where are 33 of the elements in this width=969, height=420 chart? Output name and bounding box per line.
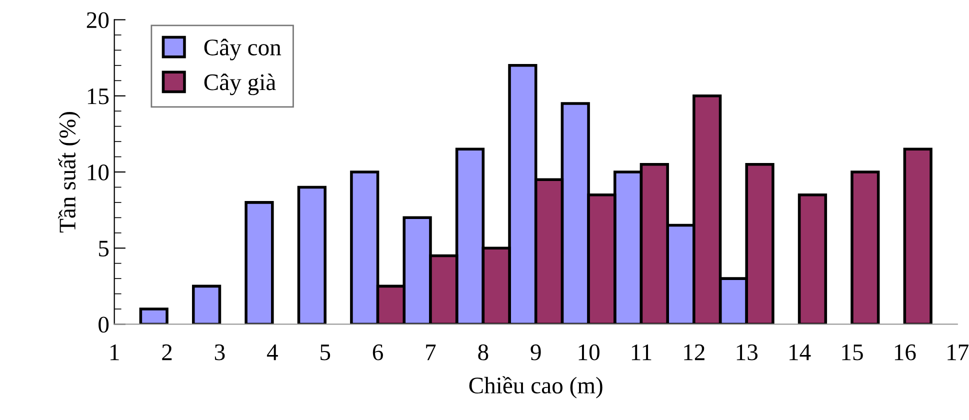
x-tick-label: 3: [214, 344, 225, 360]
bar: [139, 308, 168, 324]
x-tick-label: 7: [426, 344, 436, 360]
x-tick-label: 5: [320, 344, 330, 360]
bar: [297, 186, 326, 324]
x-tick-label: 2: [162, 344, 172, 360]
bar: [798, 193, 828, 324]
x-tick-label: 6: [372, 344, 383, 360]
x-tick-label: 11: [632, 344, 652, 360]
x-tick-label: 14: [790, 344, 811, 360]
x-tick-label: 17: [948, 344, 968, 360]
x-tick-label: 15: [842, 344, 863, 360]
x-tick-label: 8: [478, 344, 488, 360]
y-tick-label: 0: [98, 316, 109, 333]
y-axis-title: Tần suất (%): [58, 112, 80, 233]
legend-label: Cây già: [204, 74, 276, 96]
x-tick-label: 12: [684, 344, 704, 360]
x-tick-label: 13: [736, 344, 758, 360]
bar: [903, 148, 932, 324]
bar: [850, 170, 880, 324]
x-tick-label: 16: [894, 344, 916, 360]
bar: [192, 284, 222, 324]
x-axis-title: Chiều cao (m): [469, 376, 602, 398]
y-tick-label: 10: [88, 164, 109, 180]
y-tick-label: 15: [88, 88, 109, 104]
x-tick-label: 9: [530, 344, 541, 360]
legend-label: Cây con: [204, 38, 282, 60]
y-tick-label: 20: [86, 12, 109, 28]
x-tick-label: 10: [578, 344, 600, 360]
x-tick-label: 1: [110, 344, 119, 360]
bar: [244, 201, 274, 324]
x-tick-label: 4: [266, 344, 278, 360]
y-tick-label: 5: [99, 240, 109, 257]
